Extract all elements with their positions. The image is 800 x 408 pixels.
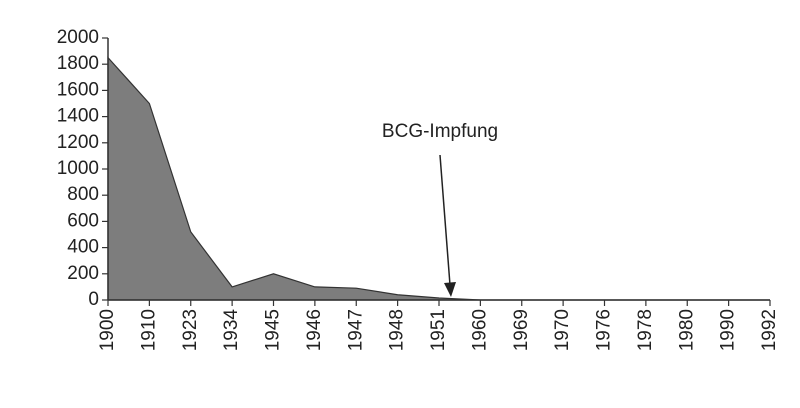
x-tick-label: 1970 — [552, 309, 573, 351]
y-tick-label: 400 — [67, 237, 99, 258]
y-tick-label: 2000 — [57, 27, 99, 48]
x-tick-label: 1934 — [221, 309, 242, 352]
y-tick-label: 800 — [67, 184, 99, 205]
y-tick-label: 0 — [88, 289, 99, 310]
x-tick-label: 1910 — [138, 309, 159, 351]
x-tick-label: 1945 — [263, 309, 284, 351]
annotation-arrowhead — [444, 282, 456, 297]
x-tick-label: 1900 — [97, 309, 118, 351]
y-tick-label: 200 — [67, 263, 99, 284]
y-tick-label: 600 — [67, 210, 99, 231]
x-tick-label: 1947 — [345, 309, 366, 351]
x-tick-label: 1960 — [469, 309, 490, 351]
y-tick-label: 1200 — [57, 132, 99, 153]
y-tick-label: 1600 — [57, 79, 99, 100]
y-tick-label: 1400 — [57, 106, 99, 127]
x-tick-label: 1978 — [635, 309, 656, 351]
area — [107, 56, 770, 301]
annotation-arrow — [439, 154, 451, 286]
x-tick-label: 1990 — [718, 309, 739, 351]
x-tick-label: 1948 — [387, 309, 408, 351]
y-tick-label: 1800 — [57, 53, 99, 74]
annotation: BCG-Impfung — [382, 121, 498, 142]
x-tick-label: 1969 — [511, 309, 532, 351]
x-tick-label: 1951 — [428, 309, 449, 351]
x-tick-label: 1946 — [304, 309, 325, 351]
x-tick-label: 1923 — [180, 309, 201, 351]
y-tick-label: 1000 — [57, 158, 99, 179]
x-tick-label: 1992 — [759, 309, 780, 351]
x-tick-label: 1976 — [594, 309, 615, 351]
x-tick-label: 1980 — [676, 309, 697, 351]
